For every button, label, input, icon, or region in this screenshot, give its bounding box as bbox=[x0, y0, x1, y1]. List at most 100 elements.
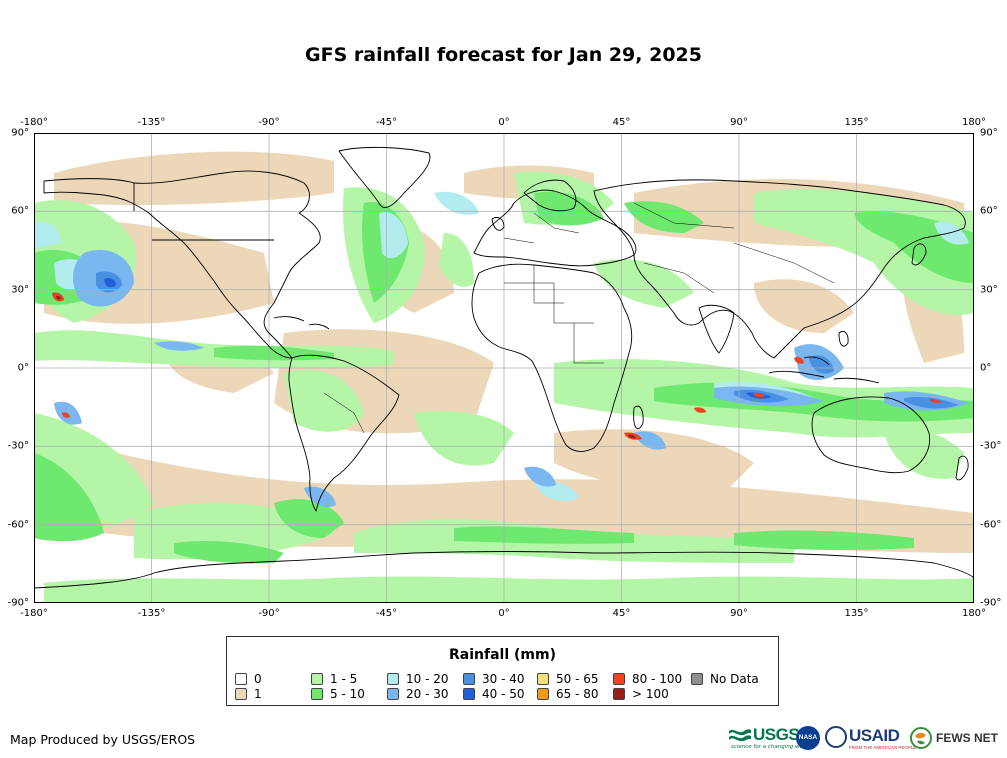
legend-label: No Data bbox=[710, 672, 759, 686]
map-frame bbox=[34, 133, 974, 603]
legend-item-5: 20 - 30 bbox=[387, 687, 449, 701]
rain-layer-heavy bbox=[52, 292, 942, 440]
lat-tick-left: 30° bbox=[11, 284, 29, 296]
usgs-tagline: science for a changing world bbox=[731, 744, 811, 750]
lon-tick-top: -45° bbox=[375, 117, 398, 128]
japan-outline bbox=[911, 243, 927, 266]
legend-swatch bbox=[387, 688, 399, 700]
legend-item-3: 5 - 10 bbox=[311, 687, 365, 701]
legend-label: 1 bbox=[254, 687, 262, 701]
lon-tick-top: 135° bbox=[844, 117, 869, 128]
lon-tick-bottom: -180° bbox=[20, 608, 48, 619]
lon-tick-top: 180° bbox=[961, 117, 987, 128]
greenland-outline bbox=[338, 146, 431, 208]
lon-tick-top: -135° bbox=[137, 117, 166, 128]
lon-tick-top: 90° bbox=[730, 117, 748, 128]
legend-swatch bbox=[691, 673, 703, 685]
legend: Rainfall (mm) 0 1 1 - 5 5 - 10 10 - 20 2… bbox=[226, 636, 779, 706]
graticule bbox=[34, 133, 974, 603]
lat-tick-right: -90° bbox=[980, 597, 1002, 609]
map-title: GFS rainfall forecast for Jan 29, 2025 bbox=[305, 44, 702, 66]
lat-tick-right: -30° bbox=[980, 440, 1002, 452]
lat-tick-right: 90° bbox=[980, 127, 998, 139]
legend-swatch bbox=[463, 673, 475, 685]
legend-item-12: No Data bbox=[691, 672, 759, 686]
usgs-wave-icon bbox=[729, 729, 751, 742]
lon-tick-top: 0° bbox=[498, 117, 510, 128]
australia-outline bbox=[811, 396, 931, 474]
legend-item-6: 30 - 40 bbox=[463, 672, 525, 686]
legend-label: 5 - 10 bbox=[330, 687, 365, 701]
lat-tick-right: 30° bbox=[980, 284, 998, 296]
lat-tick-right: 0° bbox=[980, 362, 992, 374]
lon-tick-bottom: -45° bbox=[375, 608, 398, 619]
nasa-logo: NASA bbox=[796, 726, 820, 750]
legend-item-10: 80 - 100 bbox=[613, 672, 682, 686]
legend-label: > 100 bbox=[632, 687, 669, 701]
lat-tick-left: 60° bbox=[11, 205, 29, 217]
legend-swatch bbox=[537, 673, 549, 685]
lat-tick-right: -60° bbox=[980, 519, 1002, 531]
lon-tick-bottom: 135° bbox=[844, 608, 869, 619]
legend-swatch bbox=[311, 673, 323, 685]
fews-globe-icon bbox=[910, 727, 932, 749]
lat-tick-left: -60° bbox=[7, 519, 29, 531]
legend-item-9: 65 - 80 bbox=[537, 687, 599, 701]
legend-swatch bbox=[537, 688, 549, 700]
asia-outline bbox=[593, 179, 966, 359]
legend-swatch bbox=[463, 688, 475, 700]
madagascar-outline bbox=[633, 405, 644, 430]
legend-item-4: 10 - 20 bbox=[387, 672, 449, 686]
legend-swatch bbox=[235, 673, 247, 685]
lat-tick-right: 60° bbox=[980, 205, 998, 217]
lon-tick-bottom: 180° bbox=[961, 608, 987, 619]
lat-tick-left: -30° bbox=[7, 440, 29, 452]
legend-item-8: 50 - 65 bbox=[537, 672, 599, 686]
lon-tick-bottom: 0° bbox=[498, 608, 510, 619]
rain-layer-over-100 bbox=[56, 295, 636, 439]
lon-tick-bottom: 45° bbox=[612, 608, 631, 619]
south-america-outline bbox=[288, 354, 400, 512]
north-america-outline bbox=[43, 170, 321, 359]
indonesia-outline bbox=[768, 356, 880, 384]
legend-label: 40 - 50 bbox=[482, 687, 525, 701]
credit-text: Map Produced by USGS/EROS bbox=[10, 732, 196, 747]
lon-tick-top: 45° bbox=[612, 117, 631, 128]
legend-label: 1 - 5 bbox=[330, 672, 358, 686]
legend-item-11: > 100 bbox=[613, 687, 669, 701]
legend-label: 10 - 20 bbox=[406, 672, 449, 686]
africa-outline bbox=[471, 263, 633, 452]
lat-tick-left: -90° bbox=[7, 597, 29, 609]
lat-tick-left: 0° bbox=[17, 362, 29, 374]
legend-label: 80 - 100 bbox=[632, 672, 683, 686]
philippines-outline bbox=[838, 331, 849, 347]
usaid-seal-icon bbox=[825, 726, 847, 748]
legend-label: 30 - 40 bbox=[482, 672, 525, 686]
legend-swatch bbox=[235, 688, 247, 700]
europe-outline bbox=[473, 189, 637, 267]
lon-tick-bottom: -90° bbox=[258, 608, 280, 619]
legend-swatch bbox=[387, 673, 399, 685]
lon-tick-top: -180° bbox=[20, 117, 48, 128]
legend-label: 20 - 30 bbox=[406, 687, 449, 701]
lat-tick-left: 90° bbox=[11, 127, 29, 139]
lon-tick-bottom: -135° bbox=[137, 608, 166, 619]
legend-item-0: 0 bbox=[235, 672, 262, 686]
legend-label: 50 - 65 bbox=[556, 672, 599, 686]
legend-title: Rainfall (mm) bbox=[449, 647, 556, 663]
india-outline bbox=[698, 304, 735, 354]
legend-label: 65 - 80 bbox=[556, 687, 599, 701]
country-borders bbox=[323, 202, 835, 434]
caribbean-islands bbox=[273, 316, 330, 330]
usaid-logo: USAID bbox=[849, 726, 900, 745]
rainfall-map bbox=[34, 133, 974, 603]
legend-item-2: 1 - 5 bbox=[311, 672, 357, 686]
legend-item-7: 40 - 50 bbox=[463, 687, 525, 701]
legend-swatch bbox=[613, 673, 625, 685]
coastlines bbox=[34, 146, 974, 589]
fews-net-logo: FEWS NET bbox=[936, 731, 998, 745]
legend-label: 0 bbox=[254, 672, 262, 686]
legend-swatch bbox=[613, 688, 625, 700]
legend-item-1: 1 bbox=[235, 687, 262, 701]
scandinavia-outline bbox=[523, 179, 577, 212]
